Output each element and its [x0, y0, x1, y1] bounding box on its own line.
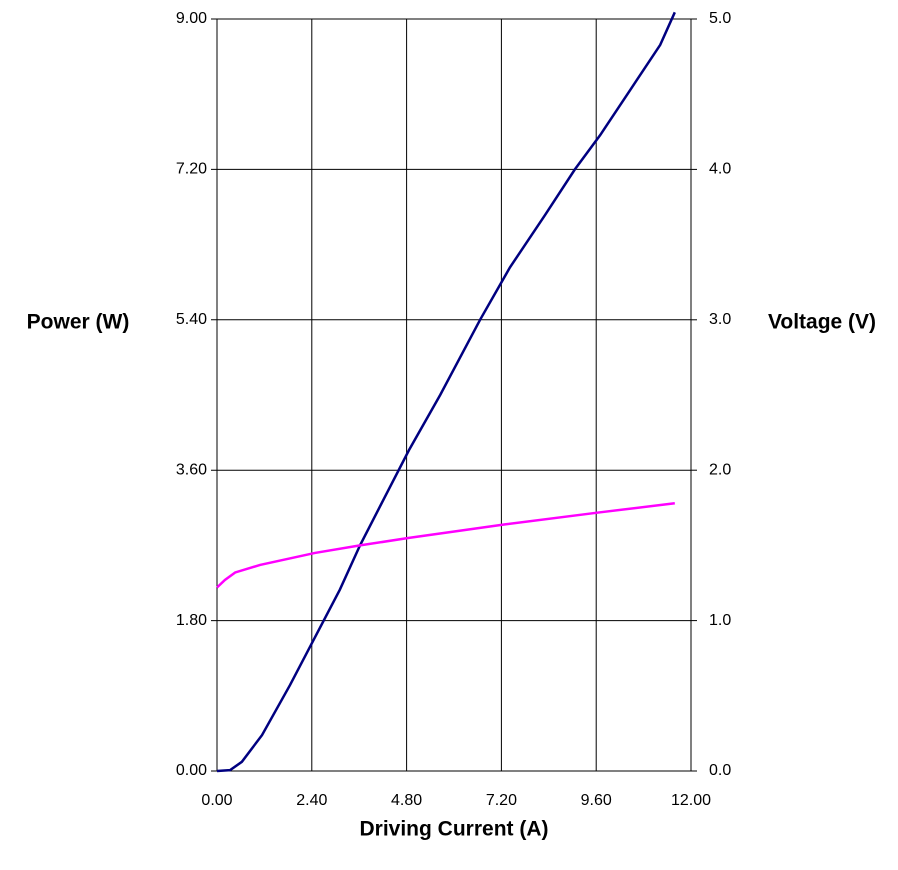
y-tick-label: 7.20 — [176, 161, 207, 178]
y-tick-label: 1.80 — [176, 612, 207, 629]
y2-tick-label: 4.0 — [709, 161, 731, 178]
x-tick-label: 2.40 — [296, 792, 327, 809]
series-line — [216, 11, 676, 773]
y-tick-label: 0.00 — [176, 762, 207, 779]
y2-tick-label: 1.0 — [709, 612, 731, 629]
x-tick-label: 9.60 — [581, 792, 612, 809]
y2-tick-label: 2.0 — [709, 461, 731, 478]
y2-axis-title: Voltage (V) — [768, 311, 876, 334]
x-tick-label: 0.00 — [201, 792, 232, 809]
y2-tick-label: 3.0 — [709, 311, 731, 328]
y-axis-title: Power (W) — [27, 311, 130, 334]
series-line — [216, 502, 675, 589]
y-tick-label: 3.60 — [176, 461, 207, 478]
x-tick-label: 7.20 — [486, 792, 517, 809]
y-tick-label: 5.40 — [176, 311, 207, 328]
x-axis-title: Driving Current (A) — [360, 818, 549, 841]
y-tick-label: 9.00 — [176, 10, 207, 27]
y2-tick-label: 0.0 — [709, 762, 731, 779]
x-tick-label: 12.00 — [671, 792, 711, 809]
x-tick-label: 4.80 — [391, 792, 422, 809]
y2-tick-label: 5.0 — [709, 10, 731, 27]
